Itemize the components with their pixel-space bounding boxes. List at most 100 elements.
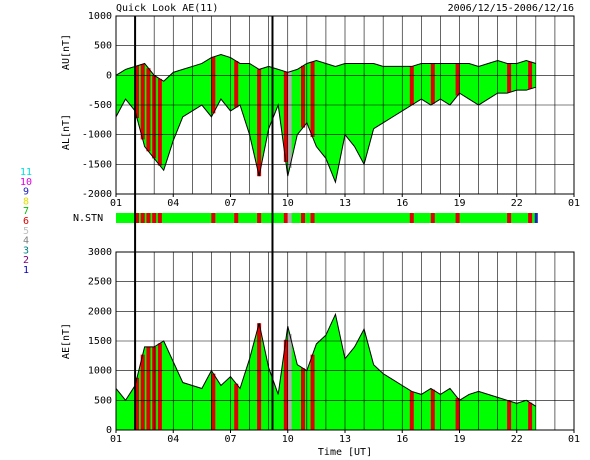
date-range: 2006/12/15-2006/12/16 [448, 3, 574, 14]
station-change-band [157, 343, 162, 430]
y-axis-label: AL[nT] [61, 114, 72, 150]
station-legend-label: 11 [20, 167, 32, 178]
series-line [115, 312, 537, 407]
station-bar-change [455, 213, 460, 223]
y-tick-label: 1000 [88, 11, 112, 22]
station-change-band [310, 61, 315, 138]
x-tick-label: 01 [568, 198, 580, 209]
y-tick-label: 500 [94, 41, 112, 52]
plot-frame [115, 15, 575, 195]
station-legend-label: 1 [23, 265, 29, 276]
x-tick-label: 01 [568, 434, 580, 445]
y-tick-label: 0 [106, 70, 112, 81]
station-change-band [507, 63, 512, 93]
y-tick-label: -1000 [82, 130, 112, 141]
y-tick-label: 1500 [88, 336, 112, 347]
station-bar [116, 213, 538, 223]
station-change-band [283, 339, 288, 430]
x-tick-label: 16 [396, 434, 408, 445]
station-legend-label: 2 [23, 255, 29, 266]
station-bar-end [534, 213, 538, 223]
station-change-band [430, 389, 435, 430]
station-change-band [409, 66, 414, 105]
x-tick-label: 13 [339, 198, 351, 209]
y-tick-label: 1000 [88, 366, 112, 377]
x-tick-label: 19 [453, 198, 465, 209]
y-tick-label: 3000 [88, 247, 112, 258]
y-axis-label: AU[nT] [61, 34, 72, 70]
series-line [115, 54, 536, 82]
station-bar-change [287, 213, 292, 223]
station-bar-change [134, 213, 139, 223]
station-bar-label: N.STN [73, 213, 103, 224]
y-tick-label: -1500 [82, 159, 112, 170]
station-change-band [140, 64, 145, 140]
station-legend-label: 4 [23, 236, 29, 247]
station-change-band [146, 346, 151, 430]
station-change-band [507, 400, 512, 430]
x-tick-label: 10 [282, 434, 294, 445]
series-line [115, 86, 536, 184]
x-tick-label: 07 [224, 198, 236, 209]
plot-frame [115, 251, 575, 431]
station-change-band [409, 391, 414, 430]
station-bar-change [140, 213, 145, 223]
station-bar-change [310, 213, 315, 223]
station-change-band [455, 63, 460, 96]
y-tick-label: 500 [94, 395, 112, 406]
station-change-band [310, 354, 315, 430]
station-change-band [257, 69, 262, 177]
station-change-band [287, 71, 292, 168]
station-change-band [134, 65, 139, 119]
station-bar-change [283, 213, 288, 223]
station-change-band [528, 402, 533, 430]
x-tick-label: 01 [110, 434, 122, 445]
station-legend-label: 10 [20, 177, 32, 188]
station-change-band [257, 323, 262, 430]
station-legend-label: 8 [23, 196, 29, 207]
station-bar-change [301, 213, 306, 223]
x-tick-label: 04 [167, 198, 179, 209]
y-axis-label: AE[nT] [61, 323, 72, 359]
station-bar-change [152, 213, 157, 223]
station-change-band [146, 68, 151, 152]
station-change-band [234, 383, 239, 430]
station-change-band [211, 56, 216, 114]
station-change-band [283, 71, 288, 162]
station-bar-change [157, 213, 162, 223]
station-change-band [287, 333, 292, 430]
y-tick-label: 2000 [88, 306, 112, 317]
station-bar-change [257, 213, 262, 223]
station-legend-label: 7 [23, 206, 29, 217]
station-bar-change [430, 213, 435, 223]
station-change-band [134, 377, 139, 430]
station-legend-label: 5 [23, 226, 29, 237]
station-legend-label: 9 [23, 187, 29, 198]
station-change-band [234, 61, 239, 108]
station-change-band [301, 65, 306, 128]
y-tick-label: 2500 [88, 277, 112, 288]
station-bar-change [211, 213, 216, 223]
station-change-band [301, 368, 306, 430]
station-bar-change [146, 213, 151, 223]
x-tick-label: 10 [282, 198, 294, 209]
station-bar-change [507, 213, 512, 223]
station-bar-change [409, 213, 414, 223]
station-change-band [157, 78, 162, 166]
station-change-band [140, 354, 145, 430]
chart-title: Quick Look AE(11) [116, 3, 218, 14]
y-tick-label: -2000 [82, 189, 112, 200]
x-tick-label: 19 [453, 434, 465, 445]
station-bar-change [528, 213, 533, 223]
x-tick-label: 04 [167, 434, 179, 445]
x-tick-label: 13 [339, 434, 351, 445]
y-tick-label: 0 [106, 425, 112, 436]
station-legend-label: 6 [23, 216, 29, 227]
x-tick-label: 16 [396, 198, 408, 209]
x-tick-label: 01 [110, 198, 122, 209]
station-change-band [211, 373, 216, 430]
x-axis-label: Time [UT] [318, 447, 372, 458]
station-change-band [455, 397, 460, 430]
x-tick-label: 07 [224, 434, 236, 445]
